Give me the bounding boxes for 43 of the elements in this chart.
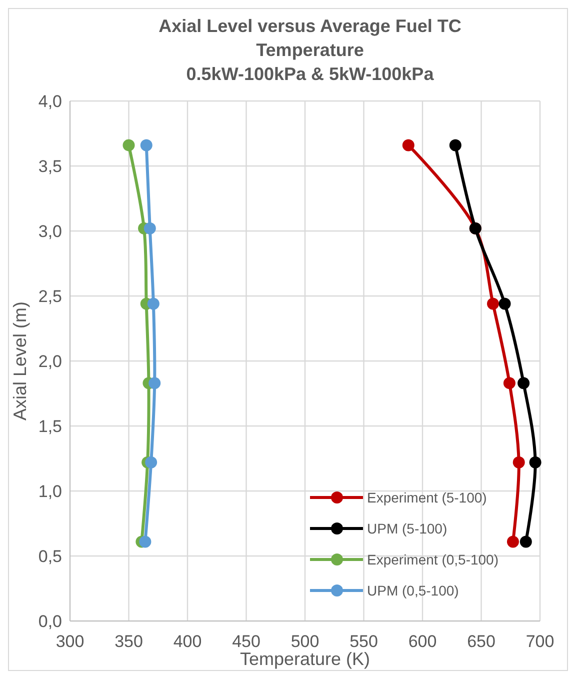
y-tick-label: 2,0 [38,352,62,371]
point [518,377,530,390]
point [506,536,519,548]
point [487,298,499,310]
chart-title: Axial Level versus Average Fuel TC Temperature [158,16,462,60]
point [148,377,161,390]
point [122,139,135,152]
point [520,536,532,548]
y-tick-label: 2,5 [38,287,62,306]
y-tick-label: 1,5 [38,417,62,436]
x-tick-label: 550 [350,632,378,651]
y-tick-label: 3,5 [38,157,62,176]
point [529,456,542,468]
y-tick-label: 1,0 [38,482,62,501]
point [147,298,160,310]
y-tick-label: 4,0 [38,92,62,111]
x-tick-label: 400 [173,632,202,651]
x-tick-label: 650 [467,632,496,651]
point [449,139,462,152]
point [145,456,158,468]
legend-label: Experiment (0,5-100) [367,552,499,568]
x-tick-label: 450 [232,632,260,651]
point [402,139,414,152]
legend-label: UPM (5-100) [367,520,448,536]
y-tick-label: 3,0 [38,222,62,241]
point [498,298,511,310]
x-tick-label: 350 [114,632,143,651]
chart-subtitle: 0.5kW-100kPa & 5kW-100kPa [186,64,435,84]
y-axis-title: Axial Level (m) [10,301,30,421]
point [139,536,152,548]
legend-label: Experiment (5-100) [367,490,487,506]
point [140,139,152,152]
x-tick-label: 700 [526,632,554,651]
x-tick-label: 600 [408,632,437,651]
point [512,456,525,468]
legend-label: UPM (0,5-100) [367,582,459,598]
x-tick-label: 300 [56,632,84,651]
y-tick-label: 0,0 [38,612,62,631]
point [503,377,516,390]
x-tick-label: 500 [290,632,320,651]
y-tick-label: 0,5 [38,547,62,566]
point [144,222,156,234]
x-axis-title: Temperature (K) [240,649,370,669]
